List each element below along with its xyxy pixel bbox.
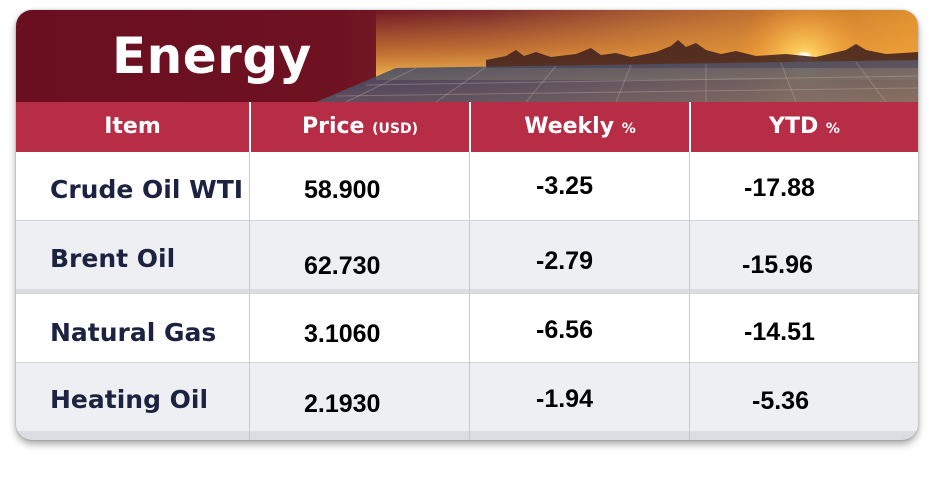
energy-banner: Energy <box>16 10 918 102</box>
row-item-name: Brent Oil <box>50 244 176 273</box>
header-divider <box>689 102 691 152</box>
row-item-name: Heating Oil <box>50 385 209 414</box>
column-divider <box>469 152 470 440</box>
row-price: 58.900 <box>304 176 381 204</box>
column-divider <box>249 152 250 440</box>
row-weekly: -6.56 <box>536 316 593 344</box>
header-price-unit: (USD) <box>372 121 419 137</box>
header-divider <box>249 102 251 152</box>
header-ytd-unit: % <box>825 121 840 137</box>
row-weekly: -2.79 <box>536 247 593 275</box>
row-divider <box>16 293 918 294</box>
header-weekly: Weekly % <box>524 114 636 139</box>
solar-panel-grid <box>335 61 918 102</box>
row-ytd: -5.36 <box>752 387 809 415</box>
sunset-solar-panels-image <box>16 10 918 102</box>
row-price: 62.730 <box>304 252 381 280</box>
header-price: Price (USD) <box>301 114 419 139</box>
tree-line <box>486 40 918 68</box>
row-divider <box>16 220 918 221</box>
row-divider <box>16 362 918 363</box>
table-row: Natural Gas 3.1060 -6.56 -14.51 <box>16 294 918 362</box>
row-ytd: -14.51 <box>744 318 815 346</box>
row-price: 2.1930 <box>304 390 381 418</box>
banner-title: Energy <box>112 27 312 85</box>
row-item-name: Natural Gas <box>50 318 217 347</box>
header-divider <box>469 102 471 152</box>
table-row: Crude Oil WTI 58.900 -3.25 -17.88 <box>16 152 918 220</box>
solar-panels <box>316 60 918 102</box>
table-row: Brent Oil 62.730 -2.79 -15.96 <box>16 221 918 289</box>
row-weekly: -1.94 <box>536 385 593 413</box>
table-header-row: Item Price (USD) Weekly % YTD % <box>16 102 918 152</box>
row-ytd: -17.88 <box>744 174 815 202</box>
row-price: 3.1060 <box>304 320 381 348</box>
row-item-name: Crude Oil WTI <box>50 175 244 204</box>
row-weekly: -3.25 <box>536 172 593 200</box>
header-item: Item <box>104 114 161 139</box>
header-ytd: YTD % <box>769 114 840 139</box>
table-row: Heating Oil 2.1930 -1.94 -5.36 <box>16 363 918 431</box>
column-divider <box>689 152 690 440</box>
energy-table-card: Energy Item Price (USD) Weekly % YTD % C… <box>16 10 918 440</box>
header-weekly-unit: % <box>621 121 636 137</box>
row-ytd: -15.96 <box>742 251 813 279</box>
